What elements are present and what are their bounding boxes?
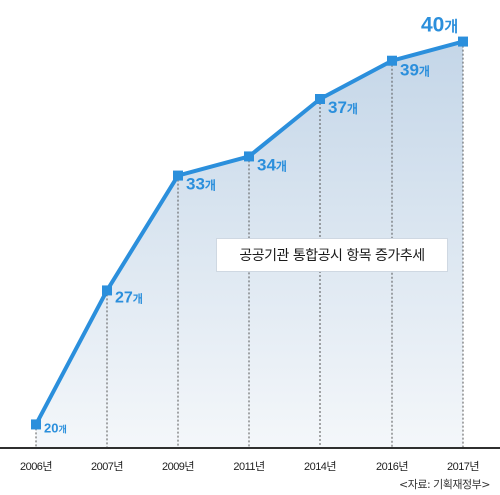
data-point-2014년 [315, 94, 325, 104]
data-point-2009년 [173, 170, 183, 181]
data-label-2009년: 33개 [186, 175, 216, 194]
x-tick-label-2009년: 2009년 [162, 460, 194, 473]
x-tick-label-2016년: 2016년 [376, 460, 408, 473]
x-tick-label-2006년: 2006년 [20, 460, 52, 473]
chart-title: 공공기관 통합공시 항목 증가추세 [216, 238, 448, 272]
data-point-2016년 [387, 55, 397, 66]
data-label-2014년: 37개 [328, 98, 358, 117]
data-label-2011년: 34개 [257, 155, 287, 174]
x-tick-label-2011년: 2011년 [233, 460, 264, 473]
data-label-2007년: 27개 [115, 289, 143, 306]
data-point-2017년 [458, 36, 468, 47]
x-tick-label-2014년: 2014년 [304, 460, 336, 473]
data-label-2006년: 20개 [44, 420, 67, 435]
source-note: <자료: 기획재정부> [399, 478, 490, 491]
data-label-2016년: 39개 [400, 61, 430, 80]
x-tick-label-2007년: 2007년 [91, 460, 123, 473]
data-label-2017년: 40개 [421, 14, 458, 37]
data-point-2006년 [31, 419, 41, 430]
data-point-2011년 [244, 151, 254, 162]
x-tick-label-2017년: 2017년 [447, 460, 479, 473]
data-point-2007년 [102, 285, 112, 296]
